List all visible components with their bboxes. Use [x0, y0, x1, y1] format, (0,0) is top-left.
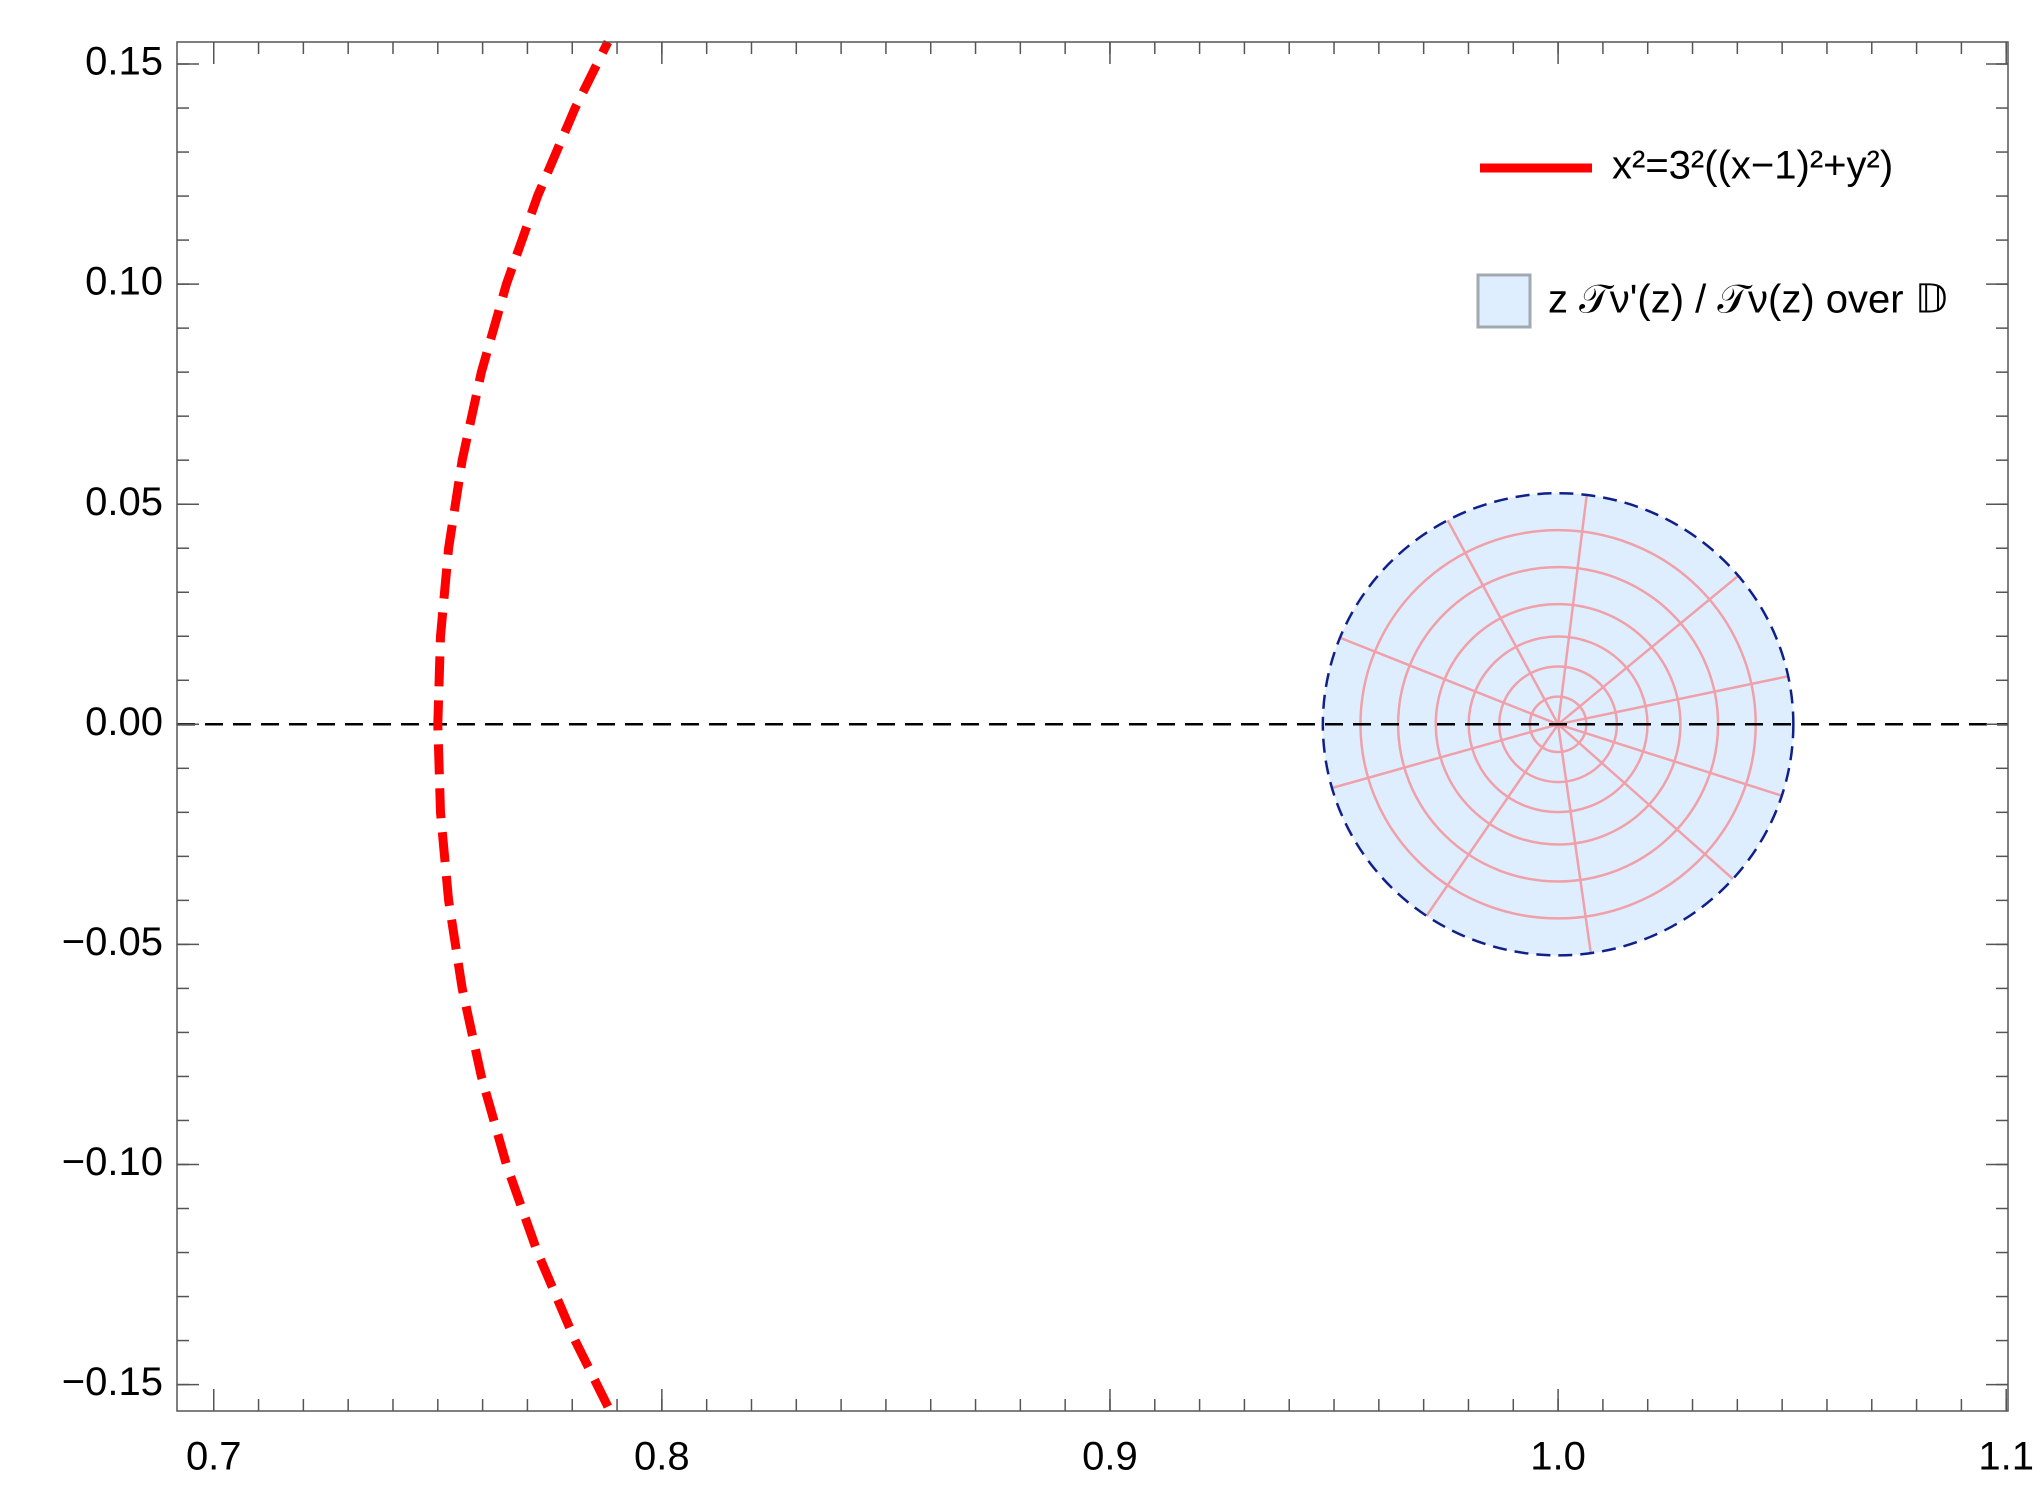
legend: x²=3²((x−1)²+y²) z 𝒯ν'(z) / 𝒯ν(z) over 𝔻	[1476, 144, 1947, 329]
mesh-circle	[1434, 602, 1682, 846]
legend-label: x²=3²((x−1)²+y²)	[1612, 144, 1893, 188]
mesh-spoke	[1331, 723, 1559, 790]
y-tick-label: 0.00	[85, 700, 163, 744]
x-tick-label: 1.0	[1530, 1435, 1586, 1479]
mesh-spoke	[1556, 494, 1589, 725]
curve	[433, 40, 612, 1409]
x-tick-label: 0.8	[634, 1435, 690, 1479]
legend-label: z 𝒯ν'(z) / 𝒯ν(z) over 𝔻	[1548, 278, 1947, 322]
mesh-spoke	[1557, 574, 1740, 726]
x-tick-label: 1.1	[1978, 1435, 2034, 1479]
y-tick-label: −0.05	[62, 920, 163, 964]
y-tick-label: −0.15	[62, 1360, 163, 1404]
x-tick-label: 0.9	[1082, 1435, 1138, 1479]
y-tick-label: 0.15	[85, 40, 163, 84]
mesh-spoke	[1556, 724, 1593, 954]
x-tick-label: 0.7	[186, 1435, 242, 1479]
y-tick-label: 0.10	[85, 260, 163, 304]
mesh-spoke	[1557, 723, 1783, 797]
region-boundary	[1321, 491, 1795, 957]
y-tick-label: 0.05	[85, 480, 163, 524]
legend-swatch	[1476, 273, 1532, 329]
mesh-spoke	[1557, 723, 1734, 880]
mesh-spoke	[1557, 675, 1789, 726]
y-tick-label: −0.10	[62, 1140, 163, 1184]
plot-frame	[176, 41, 2009, 1412]
mesh-spoke	[1339, 636, 1559, 726]
mesh-spoke	[1446, 519, 1560, 725]
mesh-spoke	[1425, 723, 1560, 917]
